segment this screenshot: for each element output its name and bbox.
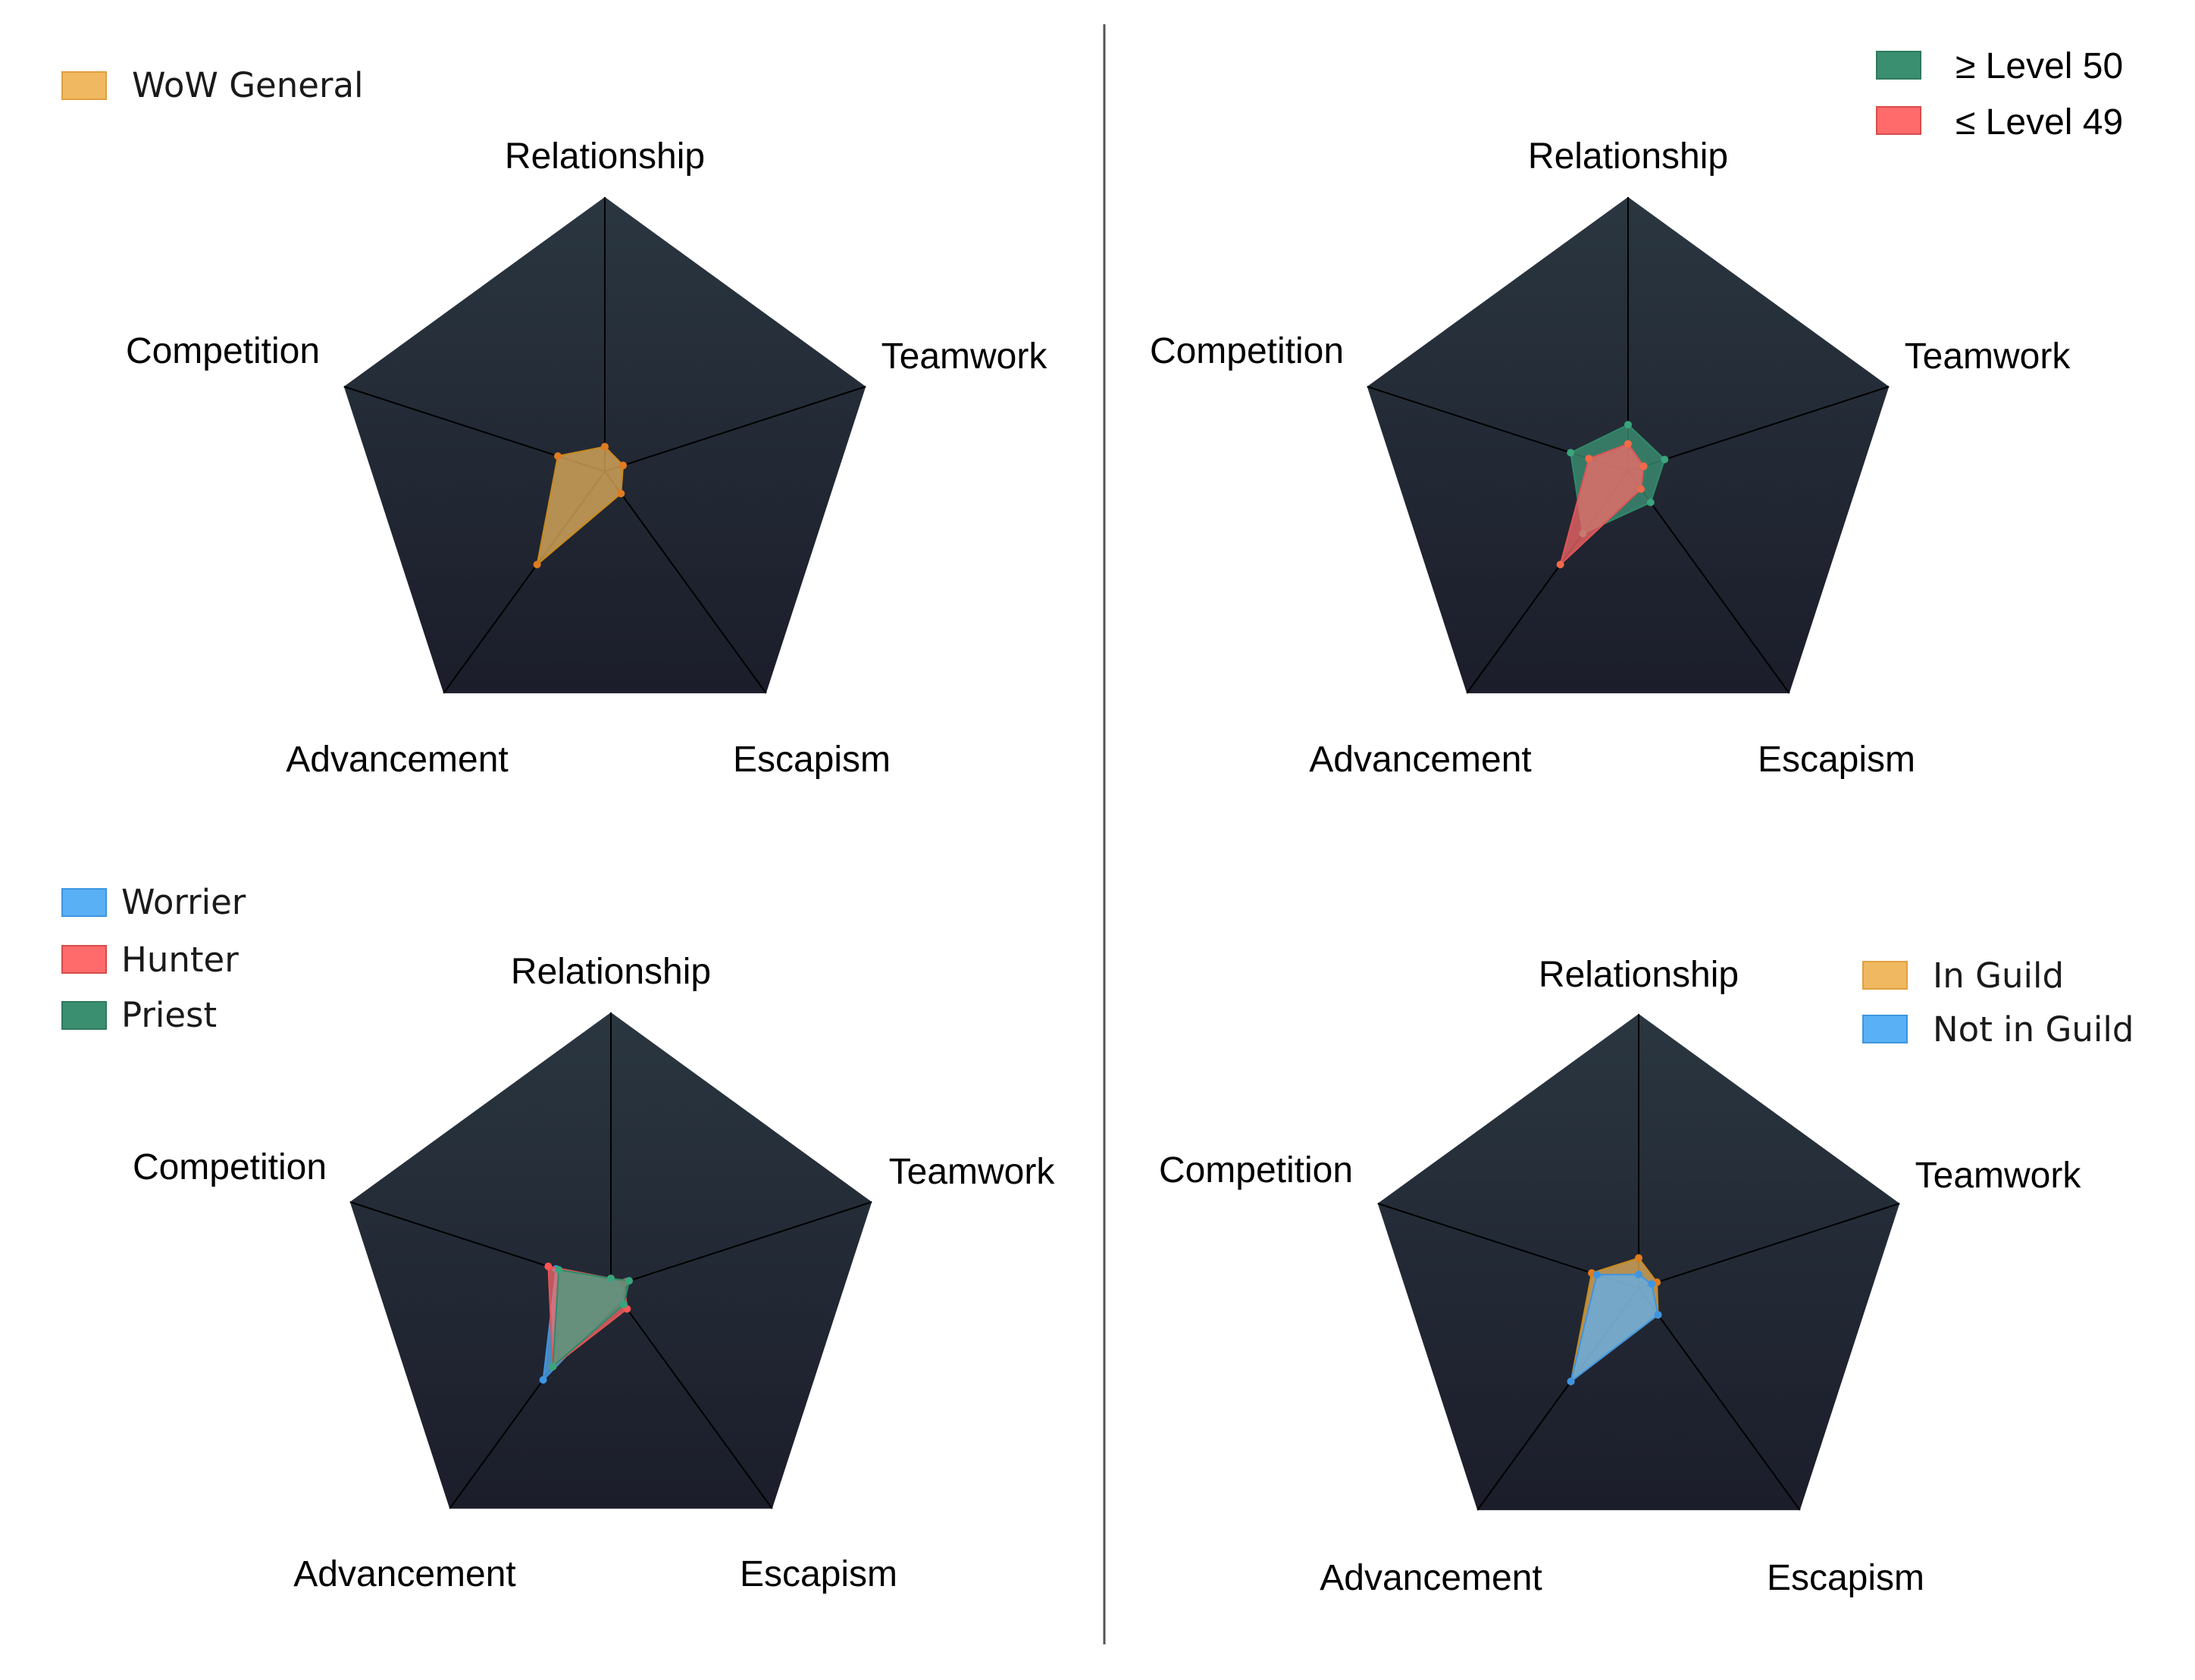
axis-label-advancement: Advancement [293, 1554, 516, 1594]
radar-panel-class: Relationship Teamwork Escapism Advanceme… [61, 882, 1056, 1594]
axis-label-teamwork: Teamwork [1905, 336, 2071, 377]
axis-label-escapism: Escapism [733, 740, 891, 780]
axis-label-escapism: Escapism [740, 1554, 897, 1594]
radar-spoke-teamwork [604, 386, 866, 472]
legend-swatch-worrier [61, 888, 107, 917]
legend: Worrier Hunter Priest [61, 882, 246, 1035]
legend-label-level-50: ≥ Level 50 [1955, 46, 2123, 86]
data-point-not-in-guild-escapism [1654, 1311, 1662, 1319]
axis-label-relationship: Relationship [1528, 136, 1728, 177]
data-point-level-50-teamwork [1661, 455, 1669, 464]
data-point-priest-competition [555, 1265, 563, 1274]
axis-label-teamwork: Teamwork [1915, 1156, 2082, 1196]
data-point-not-in-guild-competition [1592, 1271, 1601, 1279]
legend-swatch-in-guild [1862, 961, 1908, 990]
data-point-level-49-advancement [1556, 561, 1564, 569]
data-point-not-in-guild-relationship [1635, 1270, 1642, 1278]
axis-label-advancement: Advancement [1320, 1558, 1542, 1598]
axis-label-relationship: Relationship [505, 136, 705, 177]
data-point-wow-general-teamwork [619, 461, 628, 470]
data-point-level-50-escapism [1646, 499, 1655, 507]
legend-label-hunter: Hunter [121, 940, 239, 980]
radar-panel-guild: Relationship Teamwork Escapism Advanceme… [1159, 955, 2134, 1598]
data-point-priest-escapism [620, 1300, 628, 1309]
data-point-in-guild-relationship [1635, 1254, 1642, 1262]
legend-label-wow-general: WoW General [132, 65, 364, 105]
data-point-level-49-competition [1585, 455, 1593, 463]
data-point-priest-advancement [549, 1362, 557, 1371]
axis-label-competition: Competition [1150, 331, 1344, 371]
axis-label-competition: Competition [133, 1147, 327, 1187]
legend-swatch-not-in-guild [1862, 1015, 1908, 1043]
series-area-level-49 [1558, 443, 1645, 568]
data-point-wow-general-relationship [601, 443, 609, 451]
legend-swatch-wow-general [61, 71, 107, 100]
radar-spoke-escapism [1627, 471, 1790, 694]
axis-label-escapism: Escapism [1767, 1558, 1924, 1598]
legend-swatch-level-50 [1876, 51, 1921, 80]
legend-swatch-priest [61, 1001, 107, 1030]
data-point-level-49-teamwork [1639, 462, 1648, 471]
data-point-level-49-relationship [1624, 440, 1632, 448]
axis-label-advancement: Advancement [1309, 740, 1532, 780]
radar-panel-level: Relationship Teamwork Escapism Advanceme… [1150, 46, 2123, 780]
radar-spoke-escapism [604, 471, 767, 694]
radar-panel-wow-general: Relationship Teamwork Escapism Advanceme… [61, 65, 1048, 780]
data-point-wow-general-competition [554, 452, 562, 460]
data-point-priest-relationship [607, 1275, 615, 1283]
axis-label-escapism: Escapism [1758, 740, 1915, 780]
data-point-level-49-escapism [1637, 485, 1645, 493]
axis-label-relationship: Relationship [1539, 955, 1739, 995]
axis-label-advancement: Advancement [286, 740, 509, 780]
legend: ≥ Level 50 ≤ Level 49 [1876, 46, 2123, 142]
legend-label-level-49: ≤ Level 49 [1955, 102, 2123, 142]
series-area-wow-general [536, 446, 625, 567]
axis-label-relationship: Relationship [511, 952, 711, 992]
data-point-not-in-guild-teamwork [1648, 1280, 1656, 1288]
legend-swatch-level-49 [1876, 106, 1921, 135]
data-point-wow-general-advancement [533, 561, 541, 569]
legend-label-not-in-guild: Not in Guild [1933, 1009, 2134, 1050]
axis-label-competition: Competition [126, 331, 320, 371]
radar-spoke-teamwork [1638, 1203, 1900, 1289]
axis-label-teamwork: Teamwork [881, 336, 1048, 377]
radar-spoke-escapism [1638, 1287, 1801, 1511]
radar-spoke-teamwork [1627, 386, 1890, 472]
legend: WoW General [61, 65, 364, 105]
data-point-not-in-guild-advancement [1567, 1378, 1575, 1386]
legend: In Guild Not in Guild [1862, 956, 2134, 1050]
data-point-level-50-competition [1567, 449, 1575, 457]
data-point-worrier-advancement [539, 1376, 547, 1384]
legend-label-priest: Priest [121, 995, 217, 1035]
data-point-hunter-competition [544, 1262, 553, 1271]
legend-swatch-hunter [61, 945, 107, 974]
axis-label-competition: Competition [1159, 1150, 1353, 1190]
data-point-wow-general-escapism [617, 490, 625, 498]
data-point-priest-teamwork [625, 1277, 634, 1285]
radar-spoke-escapism [610, 1286, 773, 1509]
radar-spoke-teamwork [610, 1201, 872, 1287]
legend-label-in-guild: In Guild [1933, 956, 2064, 996]
axis-label-teamwork: Teamwork [889, 1152, 1056, 1192]
legend-label-worrier: Worrier [121, 882, 246, 922]
data-point-level-50-relationship [1624, 421, 1632, 429]
